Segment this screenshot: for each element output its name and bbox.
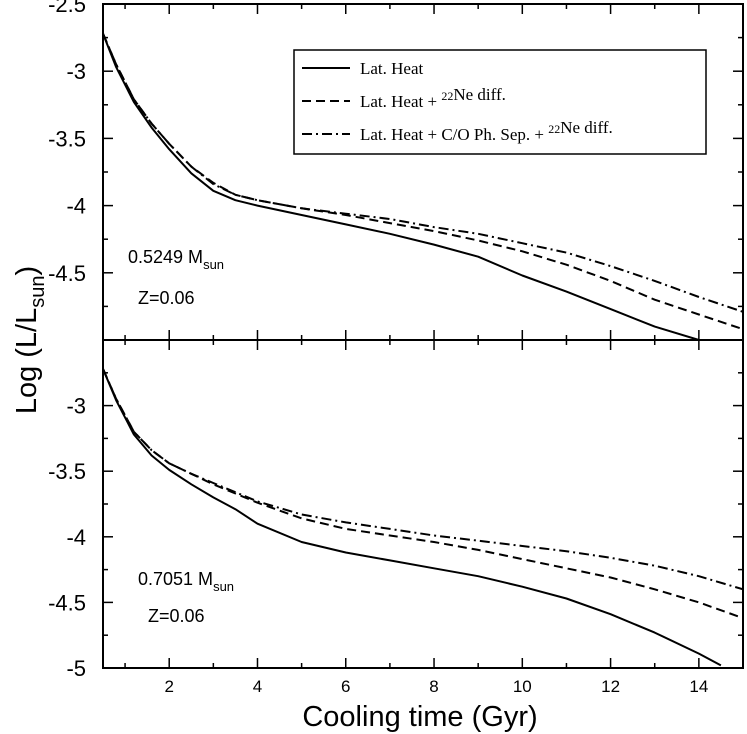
legend-label-co_sep_ne_diff: Lat. Heat + C/O Ph. Sep. + 22Ne diff. [360,118,613,144]
series-layer [103,33,743,667]
legend-label-lat_heat: Lat. Heat [360,59,424,78]
series-lat_heat-top [103,33,700,340]
y-axis-label: Log (L/Lsun) [11,266,49,414]
x-tick-label-5: 12 [601,677,620,696]
annotation-mass-bottom: 0.7051 Msun [138,569,234,594]
x-axis-label: Cooling time (Gyr) [302,701,537,733]
series-lat_heat-bottom [103,368,722,667]
x-tick-label-0: 2 [164,677,173,696]
y-tick-label-top-2: -3.5 [48,126,86,151]
x-tick-label-2: 6 [341,677,350,696]
y-tick-label-top-4: -4.5 [48,261,86,286]
x-tick-label-1: 4 [253,677,262,696]
series-ne_diff-bottom [103,368,743,620]
y-tick-label-bottom-2: -4 [66,525,86,550]
y-tick-label-bottom-1: -3.5 [48,459,86,484]
annotation-mass-top: 0.5249 Msun [128,247,224,272]
legend-label-ne_diff: Lat. Heat + 22Ne diff. [360,85,506,111]
legend: Lat. Heat Lat. Heat + 22Ne diff. Lat. Heat… [293,49,707,155]
tick-marks [103,3,744,669]
tick-labels: -2.5 -3 -3.5 -4 -4.5 -3 -3.5 -4 -4.5 -5 2 4 6 8 10 12 14 [48,0,708,696]
series-ne_diff-top [103,33,743,331]
y-tick-label-bottom-3: -4.5 [48,590,86,615]
x-tick-label-3: 8 [429,677,438,696]
y-tick-label-top-1: -3 [66,59,86,84]
y-tick-label-bottom-4: -5 [66,656,86,681]
x-tick-label-6: 14 [689,677,708,696]
annotation-z-top: Z=0.06 [138,288,195,308]
panel-annotations: 0.5249 Msun Z=0.06 0.7051 Msun Z=0.06 [128,247,234,626]
annotation-z-bottom: Z=0.06 [148,606,205,626]
x-tick-label-4: 10 [513,677,532,696]
series-co_sep_ne_diff-top [103,33,743,313]
y-tick-label-bottom-0: -3 [66,394,86,419]
series-co_sep_ne_diff-bottom [103,368,743,591]
legend-box [293,49,707,155]
y-tick-label-top-0: -2.5 [48,0,86,17]
y-tick-label-top-3: -4 [66,194,86,219]
